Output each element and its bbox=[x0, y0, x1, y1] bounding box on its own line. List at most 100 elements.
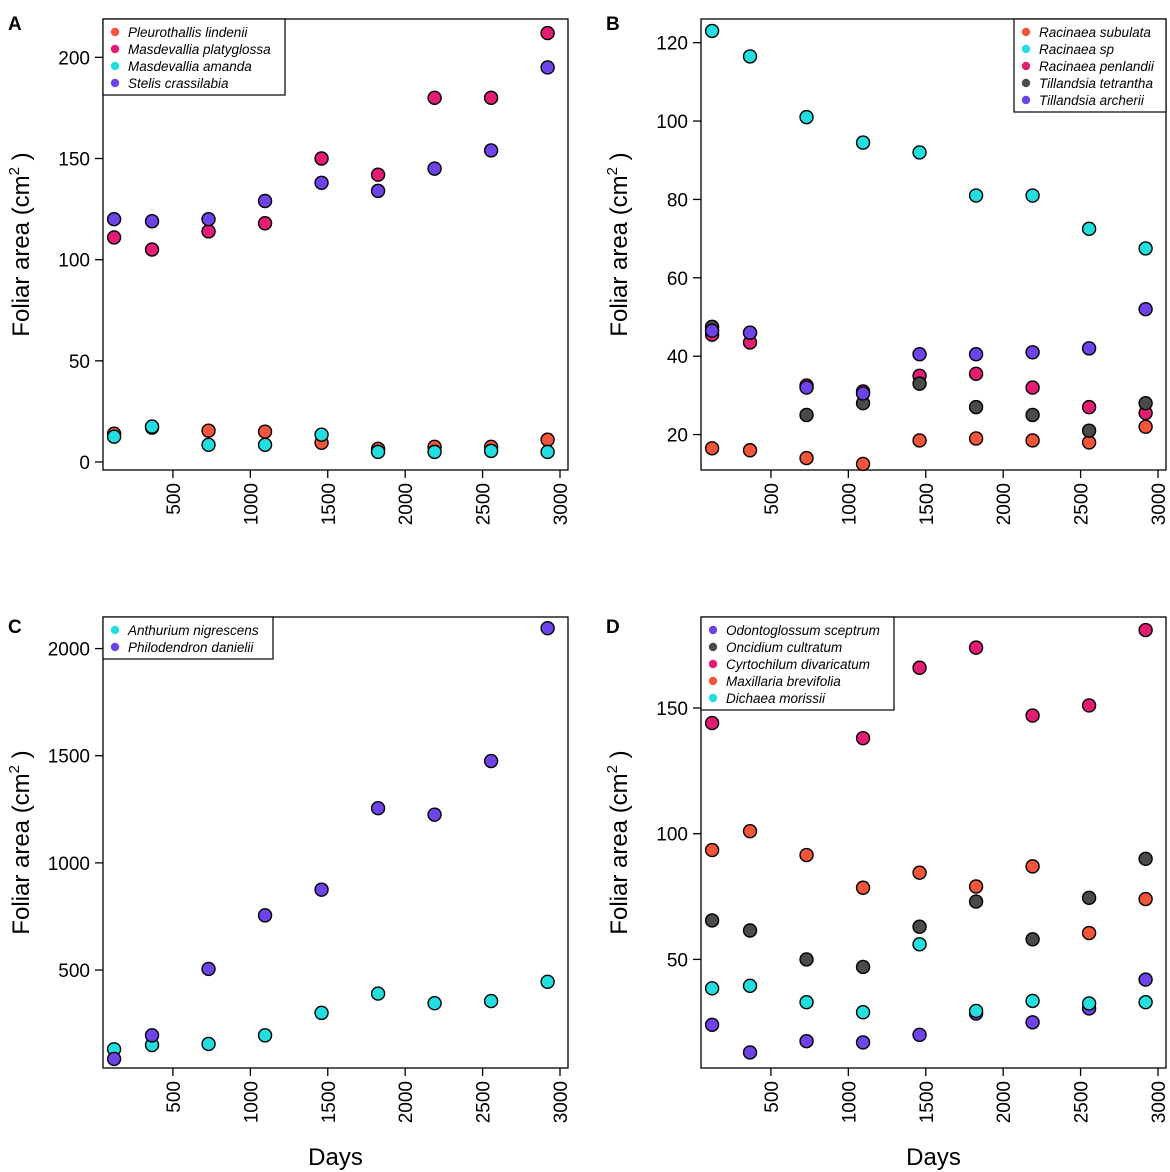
data-point bbox=[257, 216, 273, 231]
legend-marker bbox=[708, 642, 718, 652]
data-point bbox=[704, 1017, 720, 1032]
data-point bbox=[968, 366, 984, 382]
y-tick-label: 40 bbox=[667, 347, 688, 368]
data-point bbox=[742, 49, 758, 64]
series-racinaea-penlandii bbox=[704, 327, 1153, 421]
legend-marker bbox=[110, 625, 120, 635]
data-point bbox=[201, 437, 216, 453]
legend-marker bbox=[110, 61, 120, 71]
data-point bbox=[1138, 994, 1153, 1010]
legend-entry: Racinaea subulata bbox=[1039, 25, 1151, 40]
data-point bbox=[144, 419, 160, 434]
y-tick-label: 0 bbox=[79, 453, 90, 474]
legend-marker bbox=[708, 693, 718, 703]
data-point bbox=[1025, 407, 1040, 423]
data-point bbox=[742, 1045, 758, 1060]
data-point bbox=[1081, 996, 1097, 1011]
data-point bbox=[855, 386, 871, 401]
legend-entry: Maxillaria brevifolia bbox=[726, 674, 841, 689]
series-racinaea-subulata bbox=[704, 419, 1153, 472]
data-point bbox=[1025, 433, 1040, 448]
y-tick-label: 1500 bbox=[48, 747, 90, 768]
y-axis-title-main: Foliar area (cm bbox=[606, 773, 633, 934]
data-point bbox=[799, 407, 814, 423]
x-tick-label: 2000 bbox=[994, 483, 1015, 525]
legend-entry: Dichaea morissii bbox=[726, 691, 826, 706]
data-point bbox=[1081, 399, 1097, 415]
x-tick-label: 3000 bbox=[551, 483, 572, 525]
data-point bbox=[483, 90, 499, 106]
data-point bbox=[742, 923, 758, 938]
x-tick-label: 1500 bbox=[319, 1081, 340, 1123]
x-tick-label: 1500 bbox=[319, 483, 340, 525]
legend-entry: Pleurothallis lindenii bbox=[128, 25, 248, 40]
data-point bbox=[257, 1028, 273, 1043]
y-tick-label: 200 bbox=[58, 48, 90, 69]
data-point bbox=[799, 847, 814, 863]
y-tick-label: 60 bbox=[667, 269, 688, 290]
y-tick-label: 80 bbox=[667, 190, 688, 211]
data-point bbox=[314, 1005, 329, 1021]
data-point bbox=[144, 242, 160, 257]
data-point bbox=[1025, 708, 1040, 723]
data-point bbox=[370, 801, 386, 816]
y-axis-title-sup: 2 bbox=[604, 167, 621, 175]
x-tick-label: 1000 bbox=[241, 483, 262, 525]
legend-entry: Anthurium nigrescens bbox=[127, 623, 259, 638]
legend-entry: Racinaea sp bbox=[1039, 42, 1115, 57]
legend-marker bbox=[110, 642, 120, 652]
x-tick-label: 1500 bbox=[917, 1081, 938, 1123]
data-point bbox=[1081, 341, 1097, 356]
series-tillandsia-archerii bbox=[704, 301, 1153, 401]
data-point bbox=[1025, 932, 1040, 947]
legend: Odontoglossum sceptrum Oncidium cultratum… bbox=[700, 616, 895, 711]
data-point bbox=[968, 399, 984, 415]
data-point bbox=[201, 1036, 216, 1052]
data-point bbox=[540, 60, 555, 75]
y-axis-title: Foliar area (cm2 ) bbox=[6, 750, 35, 934]
y-axis-title-sup: 2 bbox=[6, 167, 23, 175]
data-point bbox=[314, 882, 329, 897]
y-axis-title-close: ) bbox=[8, 750, 35, 765]
y-axis-title-sup: 2 bbox=[604, 765, 621, 773]
data-point bbox=[968, 894, 984, 909]
data-point bbox=[855, 1035, 871, 1050]
data-point bbox=[799, 450, 814, 466]
data-point bbox=[314, 427, 329, 442]
legend-box bbox=[700, 616, 895, 711]
series-anthurium-nigrescens bbox=[106, 974, 555, 1057]
data-point bbox=[540, 974, 555, 989]
data-point bbox=[912, 145, 927, 160]
data-point bbox=[314, 151, 329, 166]
legend-marker bbox=[708, 659, 718, 669]
x-axis-title: Days bbox=[308, 1144, 363, 1171]
series-oncidium-cultratum bbox=[704, 851, 1153, 975]
y-axis-title-close: ) bbox=[606, 152, 633, 167]
legend-entry: Oncidium cultratum bbox=[726, 640, 842, 655]
y-tick-label: 50 bbox=[667, 950, 688, 971]
y-tick-label: 50 bbox=[69, 352, 90, 373]
data-point bbox=[314, 175, 329, 190]
data-point bbox=[106, 1051, 122, 1067]
data-point bbox=[1138, 891, 1153, 907]
legend: Pleurothallis lindenii Masdevallia platyg… bbox=[102, 18, 286, 96]
data-point bbox=[1081, 890, 1097, 906]
data-point bbox=[855, 730, 871, 746]
data-point bbox=[968, 431, 984, 446]
data-point bbox=[427, 90, 442, 106]
x-tick-label: 2000 bbox=[396, 483, 417, 525]
data-point bbox=[370, 986, 386, 1001]
plot-frame bbox=[102, 616, 569, 1069]
data-point bbox=[144, 214, 160, 229]
legend: Racinaea subulata Racinaea sp Racinaea pen… bbox=[1013, 18, 1167, 113]
y-tick-label: 500 bbox=[58, 961, 90, 982]
legend-marker bbox=[1021, 61, 1031, 71]
legend-entry: Masdevallia amanda bbox=[128, 59, 252, 74]
legend-box bbox=[1013, 18, 1167, 113]
x-tick-label: 1000 bbox=[241, 1081, 262, 1123]
legend-marker bbox=[1021, 78, 1031, 88]
x-axis-title: Days bbox=[906, 1144, 961, 1171]
data-point bbox=[1025, 188, 1040, 203]
data-point bbox=[483, 993, 499, 1009]
legend-marker bbox=[1021, 44, 1031, 54]
